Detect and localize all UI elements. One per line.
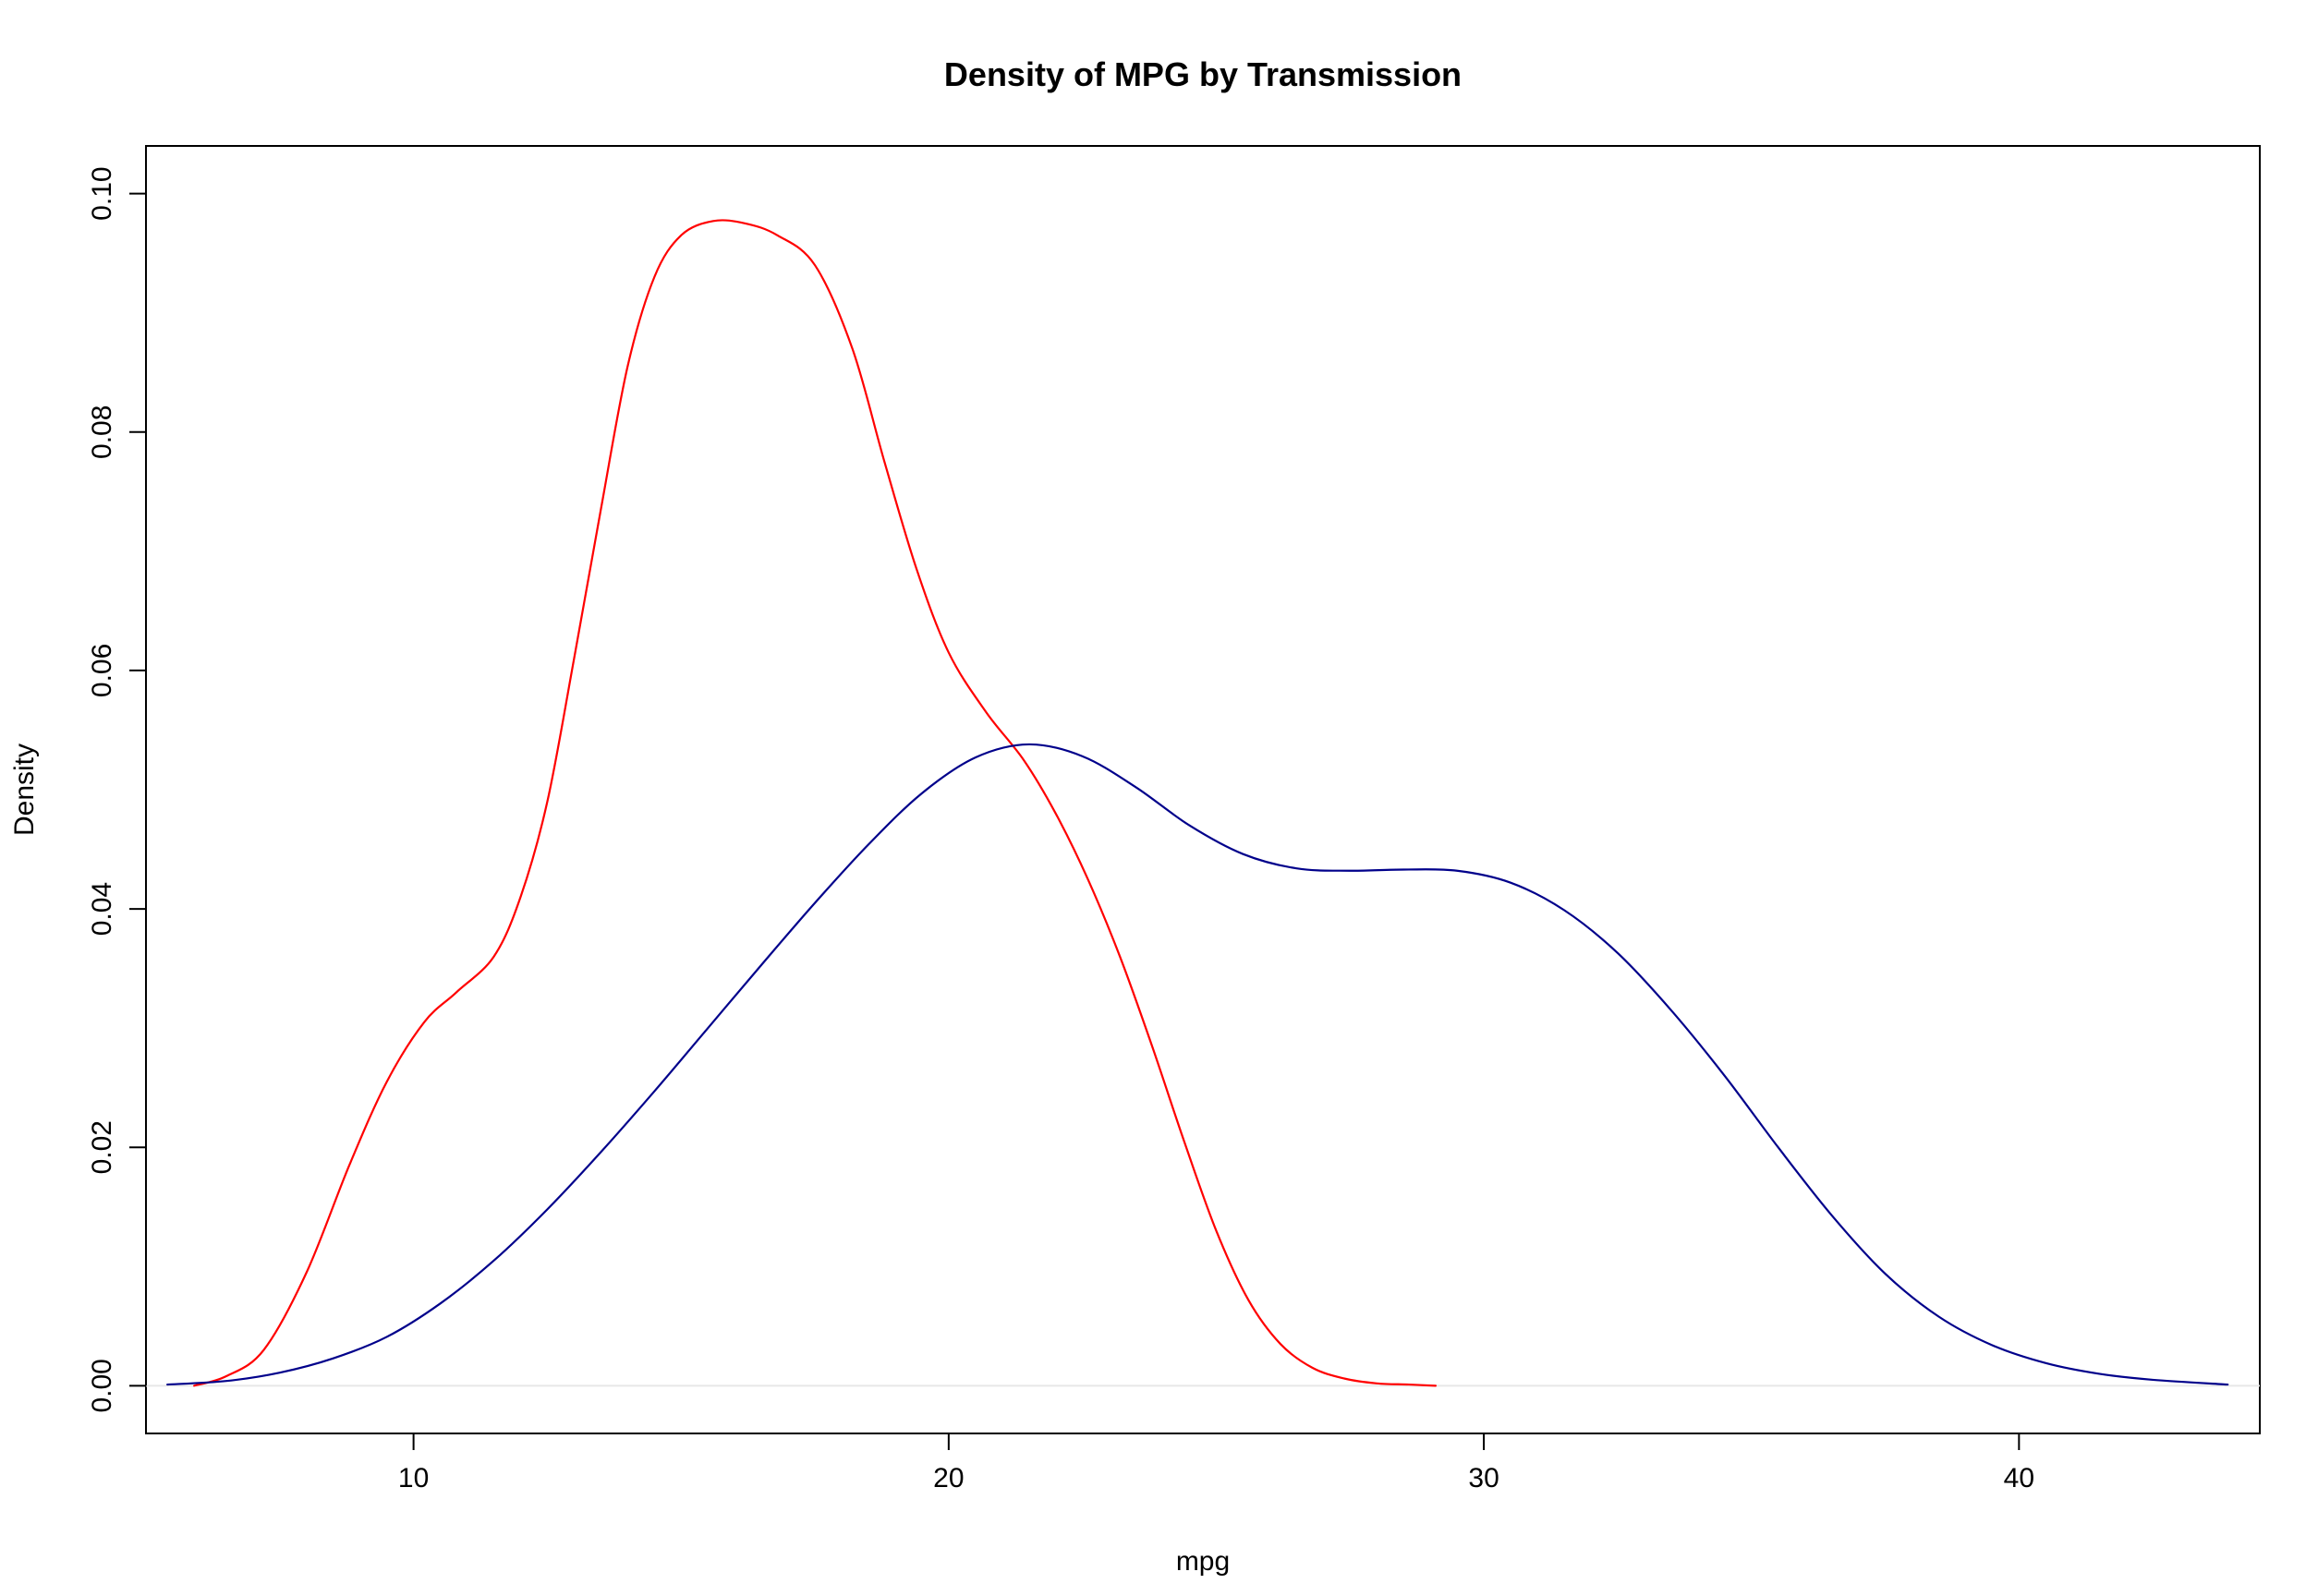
y-tick-label: 0.02: [87, 1120, 117, 1174]
x-axis-label: mpg: [1176, 1546, 1230, 1577]
y-tick-label: 0.04: [87, 882, 117, 936]
y-axis-label: Density: [9, 744, 40, 836]
density-line-1: [193, 219, 1438, 1387]
density-line-2: [166, 743, 2229, 1386]
y-tick-label: 0.10: [87, 166, 117, 220]
x-tick-label: 40: [2004, 1463, 2034, 1493]
x-tick-label: 30: [1468, 1463, 1499, 1493]
plot-area: 10 20 30 40 0.00 0.02 0.04 0.06 0.08 0.10: [87, 145, 2261, 1493]
x-tick-label: 20: [933, 1463, 964, 1493]
y-tick-label: 0.00: [87, 1359, 117, 1412]
chart-title: Density of MPG by Transmission: [944, 55, 1462, 93]
y-tick-label: 0.08: [87, 405, 117, 459]
x-tick-label: 10: [398, 1463, 429, 1493]
y-tick-label: 0.06: [87, 644, 117, 697]
